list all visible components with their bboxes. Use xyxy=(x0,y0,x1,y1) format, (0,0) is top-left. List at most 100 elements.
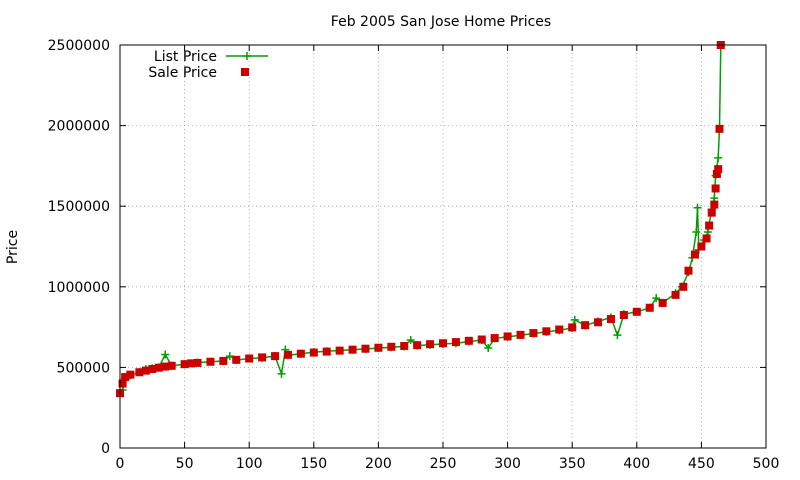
sale-price-point xyxy=(335,346,344,355)
x-tick-label: 500 xyxy=(753,456,780,472)
legend-label-sale-price: Sale Price xyxy=(148,65,217,81)
sale-price-point xyxy=(348,345,357,354)
series-layer xyxy=(116,41,725,398)
x-tick-label: 250 xyxy=(430,456,457,472)
sale-price-point xyxy=(581,321,590,330)
list-price-line xyxy=(119,44,722,394)
sale-price-point xyxy=(490,334,499,343)
x-tick-label: 0 xyxy=(116,456,125,472)
list-price-point xyxy=(692,227,701,236)
sale-price-point xyxy=(658,298,667,307)
sale-price-point xyxy=(126,370,135,379)
sale-price-point xyxy=(503,332,512,341)
sale-price-point xyxy=(645,303,654,312)
sale-price-point xyxy=(684,266,693,275)
list-price-point xyxy=(484,344,493,353)
sale-price-point xyxy=(118,379,127,388)
sale-price-point xyxy=(374,343,383,352)
sale-price-point xyxy=(568,323,577,332)
sale-price-point xyxy=(121,373,130,382)
y-tick-label: 0 xyxy=(101,441,110,457)
sale-price-point xyxy=(529,329,538,338)
x-tick-label: 450 xyxy=(688,456,715,472)
sale-price-point xyxy=(167,361,176,370)
sale-price-point xyxy=(193,358,202,367)
list-price-point xyxy=(570,315,579,324)
sale-price-point xyxy=(712,169,721,178)
x-tick-label: 200 xyxy=(365,456,392,472)
sale-price-point xyxy=(679,282,688,291)
sale-price-point xyxy=(232,355,241,364)
sale-price-point xyxy=(400,341,409,350)
sale-price-point xyxy=(426,340,435,349)
list-price-point xyxy=(406,335,415,344)
sale-price-point xyxy=(697,242,706,251)
sale-price-point xyxy=(387,342,396,351)
y-tick-label: 2000000 xyxy=(48,119,110,135)
sale-price-point xyxy=(714,165,723,174)
list-price-point xyxy=(277,369,286,378)
sale-price-point xyxy=(296,349,305,358)
sale-price-point xyxy=(219,356,228,365)
sale-price-point xyxy=(180,360,189,369)
sale-price-point xyxy=(705,221,714,230)
list-price-point xyxy=(652,294,661,303)
sale-price-point xyxy=(690,250,699,259)
sale-price-point xyxy=(477,335,486,344)
sale-price-point xyxy=(594,318,603,327)
sale-price-point xyxy=(271,352,280,361)
x-tick-label: 50 xyxy=(176,456,194,472)
sale-price-point xyxy=(516,330,525,339)
legend-marker-sale-price xyxy=(241,68,249,76)
sale-price-point xyxy=(187,359,196,368)
legend-marker-list-price xyxy=(243,52,251,60)
sale-price-point xyxy=(361,344,370,353)
sale-price-point xyxy=(154,363,163,372)
chart-title: Feb 2005 San Jose Home Prices xyxy=(331,14,551,30)
y-axis-label: Price xyxy=(5,230,21,264)
legend: List Price Sale Price xyxy=(148,49,268,81)
x-tick-label: 300 xyxy=(494,456,521,472)
sale-price-point xyxy=(542,327,551,336)
sale-price-point xyxy=(555,325,564,334)
sale-price-point xyxy=(707,208,716,217)
sale-price-point xyxy=(439,339,447,348)
y-tick-label: 1500000 xyxy=(48,199,110,215)
y-tick-label: 1000000 xyxy=(48,280,110,296)
sale-price-point xyxy=(413,341,422,350)
sale-price-point xyxy=(711,184,720,193)
sale-price-point xyxy=(309,348,318,357)
x-tick-label: 400 xyxy=(623,456,650,472)
sale-price-point xyxy=(206,357,215,366)
list-price-point xyxy=(693,203,702,212)
x-tick-label: 150 xyxy=(300,456,327,472)
sale-price-point xyxy=(671,290,680,299)
sale-price-point xyxy=(161,362,170,371)
sale-price-point xyxy=(710,200,719,209)
x-tick-label: 350 xyxy=(559,456,586,472)
legend-label-list-price: List Price xyxy=(154,49,217,65)
sale-price-point xyxy=(135,368,144,377)
x-tick-label: 100 xyxy=(236,456,263,472)
tick-layer: 0 50 100 150 200 250 300 350 400 450 500 0 500000 100… xyxy=(48,38,780,472)
sale-price-point xyxy=(715,124,724,133)
sale-price-point xyxy=(451,338,460,347)
sale-price-point xyxy=(632,307,641,316)
sale-price-point xyxy=(148,365,157,374)
sale-price-point xyxy=(606,315,615,324)
sale-price-point xyxy=(322,347,331,356)
list-price-point xyxy=(161,350,170,359)
grid-layer xyxy=(120,45,766,448)
sale-price-point xyxy=(141,366,150,375)
sale-price-point xyxy=(702,234,711,243)
sale-price-point xyxy=(283,350,292,359)
y-tick-label: 2500000 xyxy=(48,38,110,54)
list-price-point xyxy=(613,331,622,340)
list-price-point xyxy=(714,153,723,162)
sale-price-point xyxy=(245,354,254,363)
sale-price-point xyxy=(464,336,473,345)
y-tick-label: 500000 xyxy=(57,360,110,376)
sale-price-point xyxy=(258,353,267,362)
sale-price-point xyxy=(619,311,628,320)
